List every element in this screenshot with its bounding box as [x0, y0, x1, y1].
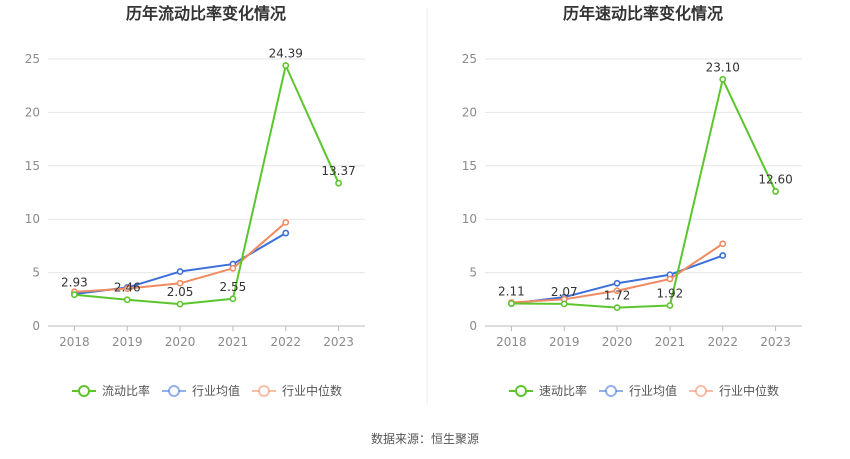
- y-tick-label: 0: [469, 319, 477, 333]
- x-tick-label: 2021: [655, 335, 686, 349]
- data-label: 12.60: [758, 172, 792, 186]
- x-tick-label: 2019: [549, 335, 580, 349]
- data-label: 2.93: [61, 276, 88, 290]
- legend-label: 行业中位数: [719, 383, 779, 398]
- data-point: [560, 300, 568, 308]
- data-label: 2.55: [220, 280, 247, 294]
- data-point: [719, 252, 727, 259]
- legend-item-3[interactable]: 行业中位数: [252, 383, 342, 398]
- data-point: [176, 300, 184, 308]
- legend-label: 行业均值: [629, 383, 677, 398]
- data-point: [335, 179, 342, 187]
- legend-marker: [168, 385, 180, 397]
- data-label: 1.72: [604, 289, 631, 303]
- y-tick-label: 10: [462, 212, 477, 226]
- data-label: 2.05: [167, 285, 194, 299]
- x-tick-label: 2021: [218, 335, 249, 349]
- series-line: [74, 64, 340, 306]
- chart-panel-1: 历年流动比率变化情况 0 5 10 15 20 25 2018 2019 2020 2021 2022…: [25, 4, 365, 398]
- legend-item-1[interactable]: 流动比率: [72, 383, 150, 398]
- series-1: [71, 62, 342, 308]
- data-point: [71, 291, 78, 299]
- x-tick-label: 2023: [323, 335, 354, 349]
- legend-marker: [605, 385, 617, 397]
- legend-marker: [695, 385, 707, 397]
- legend-item-2[interactable]: 行业均值: [162, 383, 240, 398]
- data-point: [719, 240, 727, 248]
- legend-marker: [515, 385, 527, 397]
- data-label: 2.07: [551, 285, 578, 299]
- legend-marker: [258, 385, 270, 397]
- data-point: [176, 268, 184, 275]
- y-tick-label: 10: [25, 212, 40, 226]
- data-label: 23.10: [706, 60, 740, 74]
- series-line: [511, 78, 777, 309]
- chart-panel-2: 历年速动比率变化情况 0 5 10 15 20 25 2018 2019 2020 2021 2022…: [462, 4, 802, 398]
- data-point: [229, 264, 237, 272]
- x-tick-label: 2022: [270, 335, 301, 349]
- legend-item-1[interactable]: 速动比率: [509, 383, 587, 398]
- data-point: [719, 75, 727, 83]
- series-3: [71, 219, 290, 296]
- y-tick-label: 15: [25, 159, 40, 173]
- data-point: [613, 304, 621, 312]
- chart-title: 历年速动比率变化情况: [563, 4, 723, 23]
- legend-label: 行业中位数: [282, 383, 342, 398]
- y-tick-label: 15: [462, 159, 477, 173]
- data-point: [176, 279, 184, 287]
- legend-item-3[interactable]: 行业中位数: [689, 383, 779, 398]
- data-point: [613, 279, 621, 287]
- x-tick-label: 2019: [112, 335, 143, 349]
- x-tick-label: 2022: [707, 335, 738, 349]
- data-label: 24.39: [269, 47, 303, 61]
- x-tick-label: 2018: [496, 335, 527, 349]
- data-point: [229, 295, 237, 303]
- chart-title: 历年流动比率变化情况: [126, 4, 286, 23]
- y-tick-label: 5: [32, 266, 40, 280]
- legend-item-2[interactable]: 行业均值: [599, 383, 677, 398]
- data-label: 13.37: [321, 164, 355, 178]
- y-tick-label: 25: [462, 52, 477, 66]
- data-point: [772, 188, 779, 195]
- data-point: [666, 275, 674, 283]
- data-point: [282, 229, 290, 237]
- y-tick-label: 20: [25, 105, 40, 119]
- y-tick-label: 25: [25, 52, 40, 66]
- y-tick-label: 20: [462, 105, 477, 119]
- data-label: 1.92: [657, 286, 684, 300]
- data-point: [123, 296, 131, 304]
- data-label: 2.11: [498, 284, 525, 298]
- x-tick-label: 2020: [602, 335, 633, 349]
- data-point: [508, 300, 515, 307]
- x-tick-label: 2018: [59, 335, 90, 349]
- x-tick-label: 2020: [165, 335, 196, 349]
- y-tick-label: 0: [32, 319, 40, 333]
- legend-marker: [78, 385, 90, 397]
- data-point: [282, 219, 290, 226]
- y-tick-label: 5: [469, 266, 477, 280]
- x-tick-label: 2023: [760, 335, 791, 349]
- source-note: 数据来源：恒生聚源: [371, 431, 479, 446]
- legend-label: 流动比率: [102, 383, 150, 398]
- data-point: [123, 285, 131, 293]
- series-1: [508, 75, 779, 312]
- data-point: [613, 287, 621, 295]
- legend-label: 速动比率: [539, 383, 587, 398]
- legend-label: 行业均值: [192, 383, 240, 398]
- data-point: [282, 62, 290, 69]
- data-label: 2.46: [114, 281, 141, 295]
- data-point: [666, 302, 674, 309]
